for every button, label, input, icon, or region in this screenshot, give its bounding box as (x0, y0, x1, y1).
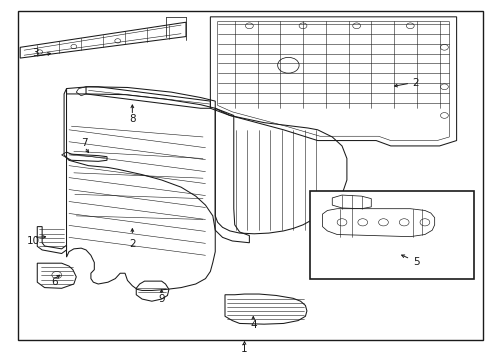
Bar (310, 191, 473, 279)
Text: 2: 2 (412, 78, 419, 88)
Text: 9: 9 (158, 294, 164, 304)
Text: 4: 4 (249, 320, 256, 330)
Text: 6: 6 (51, 277, 58, 287)
Text: 1: 1 (241, 344, 247, 354)
Text: 10: 10 (27, 236, 41, 246)
Text: 8: 8 (129, 114, 135, 124)
Text: 2: 2 (129, 239, 135, 249)
Text: 5: 5 (412, 257, 419, 267)
Text: 3: 3 (32, 48, 39, 58)
Text: 7: 7 (81, 139, 88, 148)
